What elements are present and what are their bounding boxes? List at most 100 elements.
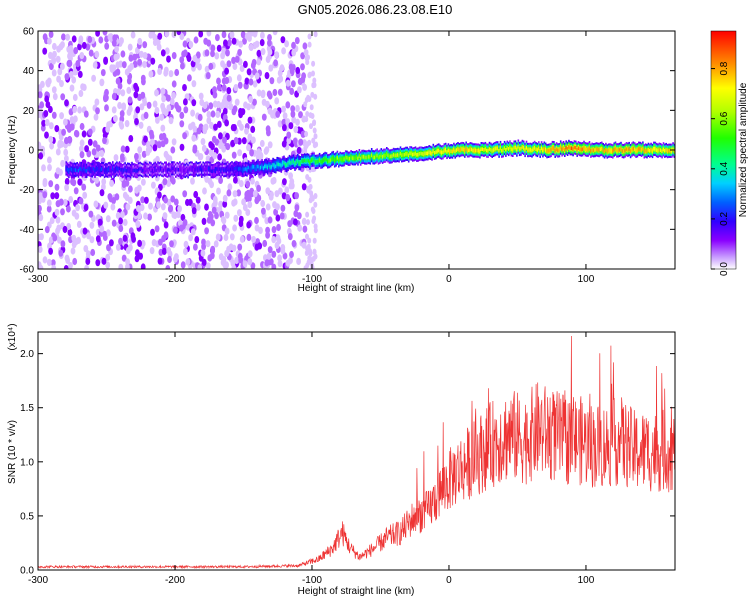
noise-cell (134, 85, 140, 93)
ridge-cell (340, 157, 343, 162)
noise-cell (55, 216, 61, 224)
ridge-cell (342, 157, 344, 162)
chart-title: GN05.2026.086.23.08.E10 (298, 2, 453, 17)
ridge-cell (75, 168, 77, 172)
ridge-cell (214, 168, 217, 172)
noise-cell (288, 122, 294, 130)
ridge-cell (465, 146, 467, 151)
noise-cell (104, 42, 110, 50)
noise-cell (245, 180, 251, 188)
noise-cell (76, 236, 81, 244)
noise-cell (243, 60, 248, 68)
noise-cell (48, 31, 54, 38)
noise-cell (296, 146, 302, 154)
noise-cell (44, 95, 50, 103)
ridge-cell (65, 166, 67, 171)
noise-cell (281, 105, 286, 113)
noise-cell (211, 206, 217, 214)
spectrogram-x-tick-label: 0 (446, 274, 452, 285)
noise-cell (45, 101, 51, 109)
noise-cell (302, 225, 308, 233)
ridge-cell (387, 153, 389, 158)
noise-cell (95, 31, 100, 37)
noise-cell (294, 37, 300, 45)
noise-cell (125, 203, 131, 211)
noise-cell (270, 177, 276, 185)
noise-cell (259, 139, 265, 148)
noise-cell (221, 145, 227, 153)
noise-cell (179, 111, 185, 119)
noise-cell (288, 172, 293, 180)
noise-cell (64, 184, 69, 192)
noise-cell (202, 124, 208, 132)
ridge-cell (561, 147, 563, 152)
noise-cell (307, 72, 312, 79)
noise-cell (109, 179, 114, 187)
noise-cell (238, 40, 244, 48)
ridge-cell (164, 166, 166, 171)
noise-cell (59, 80, 64, 88)
ridge-cell (165, 166, 167, 171)
noise-cell (205, 155, 211, 163)
ridge-cell (172, 166, 174, 171)
ridge-cell (491, 149, 493, 153)
noise-cell (63, 265, 69, 269)
snr-y-multiplier: (x10⁴) (7, 323, 18, 350)
noise-cell (265, 100, 270, 108)
ridge-cell (222, 168, 225, 172)
noise-cell (169, 175, 175, 183)
noise-cell (303, 148, 308, 155)
ridge-cell (121, 169, 124, 173)
noise-cell (134, 186, 140, 194)
noise-cell (119, 110, 125, 118)
ridge-cell (307, 159, 310, 163)
ridge-cell (438, 148, 440, 153)
ridge-cell (476, 148, 478, 153)
noise-cell (190, 177, 195, 185)
noise-cell (150, 57, 156, 65)
noise-cell (72, 93, 78, 102)
noise-cell (261, 207, 266, 215)
noise-cell (256, 184, 261, 192)
noise-cell (64, 99, 69, 107)
noise-cell (158, 238, 163, 246)
noise-cell (112, 34, 118, 42)
noise-cell (223, 233, 229, 242)
noise-cell (276, 76, 282, 84)
noise-cell (244, 127, 249, 135)
noise-cell (249, 149, 255, 157)
noise-cell (147, 213, 153, 221)
noise-cell (194, 236, 200, 244)
noise-cell (289, 67, 295, 75)
noise-cell (98, 36, 104, 44)
ridge-cell (610, 149, 613, 153)
noise-cell (237, 48, 243, 57)
noise-cell (48, 247, 53, 255)
ridge-cell (177, 168, 180, 172)
noise-cell (296, 257, 301, 265)
ridge-cell (559, 145, 562, 150)
ridge-cell (554, 148, 556, 153)
noise-cell (155, 155, 160, 164)
ridge-cell (361, 155, 363, 159)
noise-cell (191, 134, 197, 142)
ridge-cell (313, 157, 315, 162)
ridge-cell (644, 148, 647, 153)
ridge-cell (628, 147, 630, 151)
ridge-cell (231, 166, 233, 170)
noise-cell (157, 191, 162, 199)
ridge-cell (569, 146, 572, 151)
ridge-cell (69, 166, 72, 171)
ridge-cell (553, 146, 555, 150)
noise-cell (38, 152, 44, 160)
noise-cell (50, 192, 56, 200)
ridge-cell (643, 149, 646, 154)
ridge-cell (376, 153, 378, 158)
ridge-cell (90, 168, 92, 172)
ridge-cell (564, 148, 566, 152)
noise-cell (253, 31, 258, 36)
noise-cell (92, 61, 98, 69)
noise-cell (260, 89, 266, 97)
noise-cell (71, 234, 77, 242)
ridge-cell (327, 159, 329, 164)
